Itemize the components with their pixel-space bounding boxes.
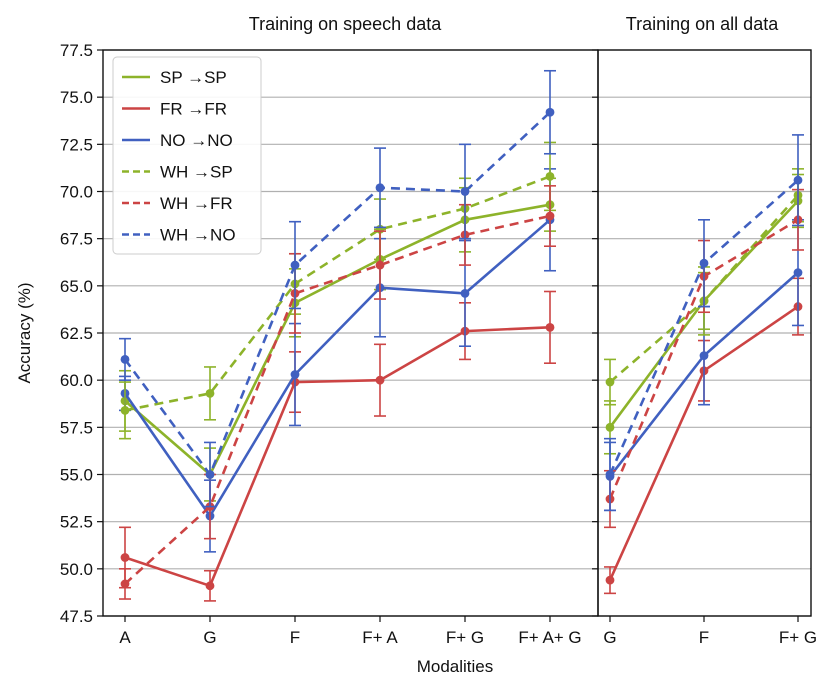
right-panel-title: Training on all data bbox=[626, 14, 779, 34]
y-tick-label: 50.0 bbox=[60, 560, 93, 579]
y-tick-label: 62.5 bbox=[60, 324, 93, 343]
legend: SP →SP FR →FR NO →NO WH →SP WH →FR WH →NO bbox=[112, 56, 262, 255]
series-line-3 bbox=[124, 175, 551, 412]
x-tick-label: F+ A bbox=[362, 628, 398, 647]
data-point bbox=[290, 370, 300, 379]
series-line-1 bbox=[124, 326, 551, 588]
y-tick-label: 55.0 bbox=[60, 466, 93, 485]
x-tick-label: F+ G bbox=[779, 628, 817, 647]
data-point bbox=[120, 553, 130, 562]
data-point bbox=[545, 322, 555, 332]
y-tick-label: 75.0 bbox=[60, 88, 93, 107]
data-point bbox=[545, 211, 555, 221]
series-line-4 bbox=[124, 214, 551, 585]
x-tick-label: G bbox=[203, 628, 216, 647]
legend-entry-4: WH →FR bbox=[160, 194, 233, 213]
data-point bbox=[375, 260, 385, 270]
data-point bbox=[205, 581, 215, 591]
x-tick-label: F bbox=[290, 628, 300, 647]
y-tick-label: 52.5 bbox=[60, 513, 93, 532]
y-tick-label: 57.5 bbox=[60, 418, 93, 437]
data-point bbox=[699, 258, 709, 268]
y-tick-label: 72.5 bbox=[60, 135, 93, 154]
data-point bbox=[699, 351, 709, 361]
legend-entry-1: FR →FR bbox=[160, 100, 227, 119]
y-tick-label: 65.0 bbox=[60, 277, 93, 296]
y-axis-label: Accuracy (%) bbox=[15, 282, 34, 383]
series-line-5 bbox=[123, 111, 551, 478]
series-line-2 bbox=[123, 218, 551, 519]
data-point bbox=[545, 172, 555, 181]
data-point bbox=[460, 187, 470, 196]
data-point bbox=[120, 405, 130, 415]
data-point bbox=[793, 175, 803, 185]
data-point bbox=[120, 579, 130, 589]
data-point bbox=[375, 375, 385, 385]
data-point bbox=[605, 377, 615, 387]
left-panel-series bbox=[119, 69, 556, 602]
legend-entry-2: NO →NO bbox=[160, 131, 233, 150]
legend-entry-0: SP →SP bbox=[160, 68, 227, 87]
data-point bbox=[605, 422, 615, 432]
data-point bbox=[605, 575, 615, 585]
data-point bbox=[205, 470, 215, 479]
legend-entry-5: WH →NO bbox=[160, 226, 236, 245]
data-point bbox=[605, 470, 615, 479]
y-tick-label: 60.0 bbox=[60, 371, 93, 390]
legend-box bbox=[112, 56, 262, 255]
left-panel-axes: 47.5 50.0 52.5 55.0 57.5 60.0 62.5 65.0 67.5 70.0… bbox=[60, 41, 582, 647]
y-tick-label: 67.5 bbox=[60, 230, 93, 249]
data-point bbox=[375, 183, 385, 193]
x-tick-label: A bbox=[119, 628, 131, 647]
x-tick-label: F+ G bbox=[446, 628, 484, 647]
data-point bbox=[290, 260, 300, 270]
data-point bbox=[205, 388, 215, 398]
data-point bbox=[793, 268, 803, 278]
y-tick-label: 77.5 bbox=[60, 41, 93, 60]
right-panel-axes: G F F+ G bbox=[592, 49, 817, 647]
x-axis-label: Modalities bbox=[417, 657, 494, 676]
data-point bbox=[460, 288, 470, 298]
series-line-0 bbox=[124, 203, 551, 477]
y-tick-label: 70.0 bbox=[60, 183, 93, 202]
data-point bbox=[545, 107, 555, 117]
legend-entry-3: WH →SP bbox=[160, 163, 233, 182]
x-tick-label: F bbox=[699, 628, 709, 647]
right-panel-series bbox=[604, 134, 804, 595]
data-point bbox=[120, 355, 130, 364]
x-tick-label: G bbox=[603, 628, 616, 647]
y-tick-label: 47.5 bbox=[60, 607, 93, 626]
x-tick-label: F+ A+ G bbox=[518, 628, 581, 647]
left-panel-title: Training on speech data bbox=[249, 14, 442, 34]
